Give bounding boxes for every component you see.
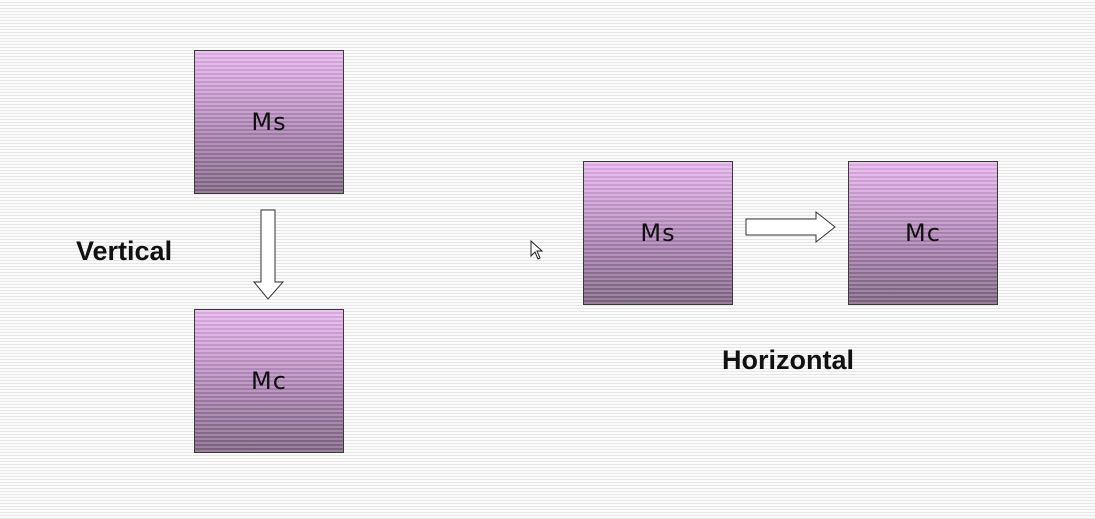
horizontal-heading: Horizontal (722, 345, 854, 375)
vertical-down-arrow (252, 209, 285, 300)
vertical-ms-label: Ms (251, 108, 287, 136)
horizontal-mc-box: Mc (848, 161, 998, 305)
horizontal-right-arrow (745, 210, 836, 244)
vertical-mc-label: Mc (251, 367, 287, 395)
horizontal-mc-label: Mc (905, 219, 941, 247)
horizontal-ms-label: Ms (640, 219, 676, 247)
vertical-mc-box: Mc (194, 309, 344, 453)
mouse-cursor-icon (530, 239, 544, 260)
vertical-heading: Vertical (76, 236, 173, 266)
vertical-ms-box: Ms (194, 50, 344, 194)
horizontal-ms-box: Ms (583, 161, 733, 305)
